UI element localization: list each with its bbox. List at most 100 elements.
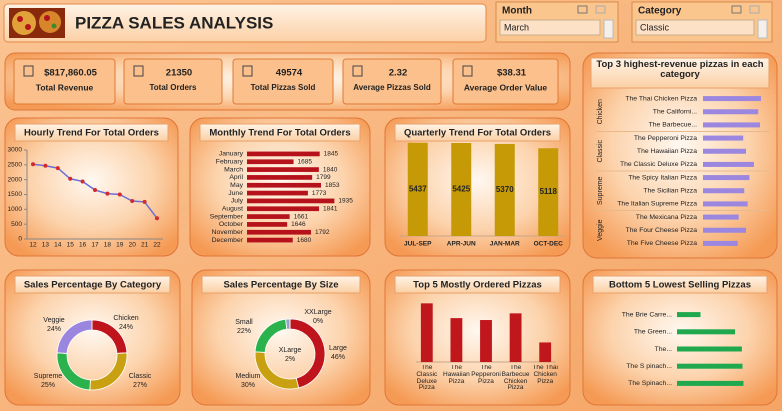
x-category-label: The Pepperoni Pizza xyxy=(471,365,501,385)
y-category-label: September xyxy=(210,213,244,220)
slicer-item[interactable] xyxy=(499,19,601,36)
chart-title: Hourly Trend For Total Orders xyxy=(24,128,159,139)
y-category-label: The Five Cheese Pizza xyxy=(627,240,697,247)
data-label: 1661 xyxy=(294,213,309,220)
slice-label: Chicken xyxy=(113,315,138,322)
x-tick-label: 12 xyxy=(29,242,37,249)
line-marker xyxy=(80,179,85,184)
kpi-value: $817,860.05 xyxy=(44,68,98,79)
chart-title-tab xyxy=(199,123,361,142)
slicer-item-label[interactable]: Classic xyxy=(640,22,670,32)
chart-title-tab xyxy=(592,275,768,294)
kpi-icon xyxy=(133,65,144,77)
y-tick-label: 2000 xyxy=(8,176,23,183)
kpi-label: Total Pizzas Sold xyxy=(251,83,316,92)
data-label: 1845 xyxy=(324,151,339,158)
x-category-label: The Classic Deluxe Pizza xyxy=(416,365,438,392)
x-tick-label: 15 xyxy=(67,242,75,249)
bar xyxy=(538,148,559,236)
slicer-icon[interactable] xyxy=(731,5,742,14)
line-marker xyxy=(105,191,110,196)
group-label: Supreme xyxy=(597,176,604,205)
y-category-label: The Spinach... xyxy=(628,380,672,387)
slicer-item-label[interactable]: March xyxy=(504,22,529,32)
slice-label: Supreme xyxy=(34,373,63,380)
kpi-icon xyxy=(23,65,34,77)
y-category-label: November xyxy=(212,229,244,236)
x-category-label-box: The Thai Chicken Pizza xyxy=(532,365,558,385)
bar xyxy=(247,214,290,219)
data-label: 1646 xyxy=(291,221,306,228)
kpi-value: $38.31 xyxy=(497,68,527,79)
slicer-clear[interactable] xyxy=(595,5,606,14)
chart-panel xyxy=(384,117,571,257)
bar xyxy=(703,161,754,167)
y-tick-label: 2500 xyxy=(8,162,23,169)
bar xyxy=(247,167,319,172)
y-category-label: The Hawaiian Pizza xyxy=(637,148,697,155)
bar xyxy=(539,342,552,362)
chart-title: Sales Percentage By Category xyxy=(24,280,162,291)
data-label: 1680 xyxy=(297,237,312,244)
data-label: 1935 xyxy=(338,198,353,205)
slice-label: Medium xyxy=(236,373,261,380)
y-category-label: The Mexicana Pizza xyxy=(636,214,697,221)
slicer-scroll xyxy=(757,19,768,39)
slicer-icon[interactable] xyxy=(577,5,588,14)
title-bar xyxy=(3,3,487,43)
x-category-label-box: The Hawaiian Pizza xyxy=(443,365,470,385)
slicer-clear[interactable] xyxy=(749,5,760,14)
bar xyxy=(677,329,736,335)
chart-title: Sales Percentage By Size xyxy=(223,280,338,291)
y-category-label: The Californi... xyxy=(653,109,697,116)
kpi-icon xyxy=(352,65,363,77)
slice-value-label: 25% xyxy=(41,382,55,389)
y-category-label: December xyxy=(212,237,244,244)
bar xyxy=(247,175,313,180)
kpi-label: Average Pizzas Sold xyxy=(353,83,431,92)
x-category-label-box: The Classic Deluxe Pizza xyxy=(416,365,438,392)
x-tick-label: 21 xyxy=(141,242,149,249)
data-label: 5437 xyxy=(409,185,427,194)
chart-title: Quarterly Trend For Total Orders xyxy=(404,128,551,139)
y-category-label: The Italian Supreme Pizza xyxy=(617,201,697,208)
bar xyxy=(703,109,759,115)
line-marker xyxy=(55,166,60,171)
group-label: Chicken xyxy=(597,99,604,124)
kpi-label: Average Order Value xyxy=(464,82,548,92)
bar xyxy=(450,318,463,362)
x-category-label: JUL-SEP xyxy=(404,241,432,248)
y-category-label: The Classic Deluxe Pizza xyxy=(620,161,697,168)
y-category-label: August xyxy=(222,206,243,213)
bar xyxy=(247,182,321,188)
slice-value-label: 46% xyxy=(331,354,345,361)
slice-value-label: 2% xyxy=(285,356,295,363)
y-category-label: July xyxy=(231,198,244,205)
slice-value-label: 30% xyxy=(241,382,255,389)
group-label: Classic xyxy=(597,139,604,162)
y-category-label: The Green... xyxy=(634,329,672,336)
y-category-label: The Brie Carre... xyxy=(622,311,672,318)
y-tick-label: 1500 xyxy=(8,191,23,198)
slice-label: Classic xyxy=(129,373,152,380)
kpi-label: Total Revenue xyxy=(36,82,94,92)
page-title: PIZZA SALES ANALYSIS xyxy=(75,13,273,32)
bar xyxy=(407,142,428,236)
x-tick-label: 13 xyxy=(42,242,50,249)
data-label: 1840 xyxy=(323,166,338,173)
bar xyxy=(247,206,320,212)
chart-title-box: Top 3 highest-revenue pizzas in each cat… xyxy=(596,60,763,79)
y-category-label: The Spicy Italian Pizza xyxy=(628,174,697,181)
slice-value-label: 0% xyxy=(313,318,323,325)
slicer-title: Month xyxy=(502,6,532,17)
y-category-label: January xyxy=(219,151,244,158)
slicer-item[interactable] xyxy=(635,19,755,36)
kpi-card xyxy=(232,58,334,105)
y-category-label: The Four Cheese Pizza xyxy=(626,227,698,234)
slice-value-label: 24% xyxy=(119,324,133,331)
slice-label: Large xyxy=(329,345,347,352)
slice-value-label: 24% xyxy=(47,326,61,333)
bar xyxy=(451,143,472,236)
slice-label: XLarge xyxy=(279,347,302,354)
